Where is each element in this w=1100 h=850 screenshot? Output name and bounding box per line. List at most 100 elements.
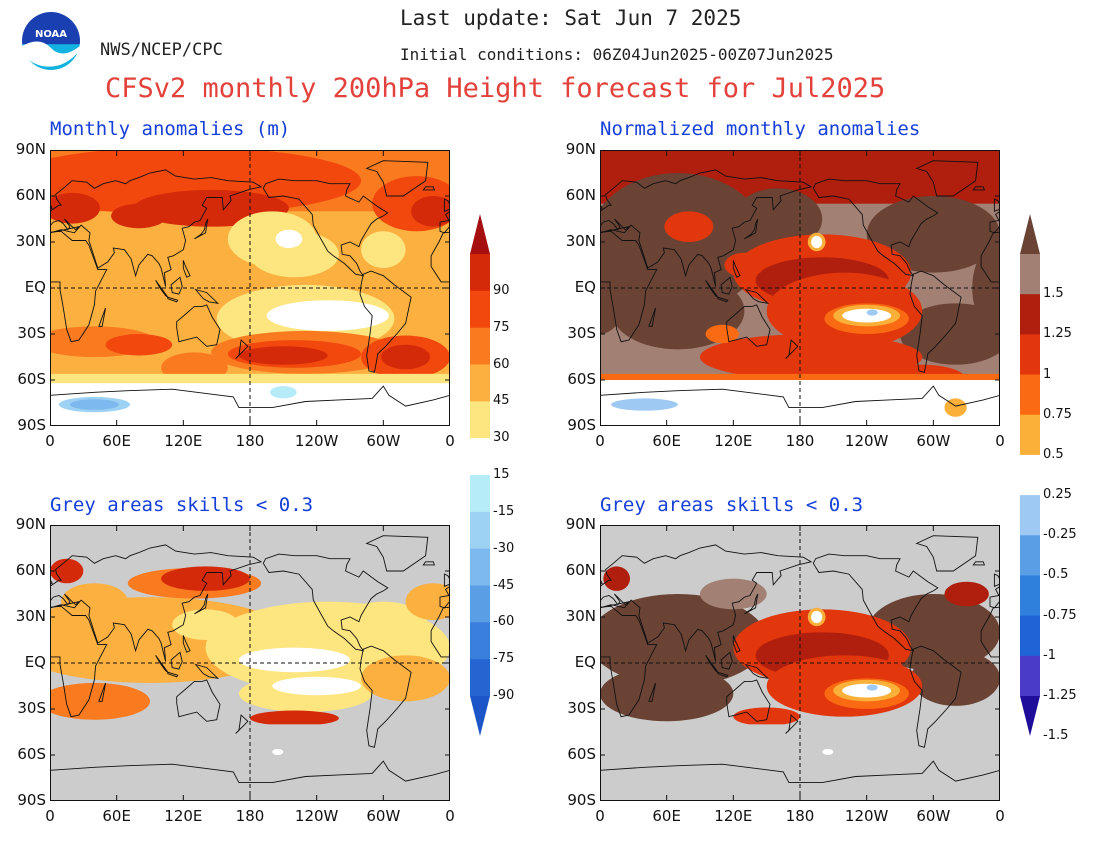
colorbar-segment [1020,655,1040,697]
lat-tick-label: EQ [24,278,46,296]
page-title: CFSv2 monthly 200hPa Height forecast for… [105,73,886,104]
coastlines [600,535,1000,801]
colorbar-label: -0.25 [1043,527,1077,543]
colorbar-segment [1020,374,1040,416]
colorbar-label: -0.75 [1043,607,1077,623]
colorbar-label: -45 [493,577,515,593]
panel-title-tl: Monthly anomalies (m) [50,118,291,140]
colorbar-left [470,214,490,736]
anomaly-region [866,196,1000,273]
colorbar-label: -1.5 [1043,728,1069,744]
lon-tick-label: 180 [785,807,815,825]
lon-tick-label: 120E [714,807,753,825]
colorbar-label: 75 [493,319,510,335]
colorbar-label: 0.5 [1043,446,1064,462]
lat-tick-label: 30S [17,699,46,717]
anomaly-region [600,242,628,334]
colorbar-right [1020,214,1040,736]
anomaly-region [238,647,350,673]
lon-tick-label: 60E [652,432,681,450]
colorbar-label: 1.5 [1043,286,1064,302]
lon-tick-label: 120E [164,807,203,825]
colorbar-label: -90 [493,688,515,703]
lon-tick-label: 120E [164,432,203,450]
lat-tick-label: EQ [24,653,46,671]
lat-tick-label: 30N [15,232,46,250]
anomaly-region [50,150,362,215]
colorbar-label: 1 [1043,366,1052,382]
anomaly-region [381,344,430,370]
panel-title-bl: Grey areas skills < 0.3 [50,494,314,516]
coastlines [50,160,450,426]
anomaly-region [705,324,739,344]
anomaly-region [842,683,892,698]
lon-tick-label: 0 [445,432,455,450]
colorbar-segment [1020,254,1040,295]
colorbar-segment [470,622,490,660]
lon-tick-label: 60W [916,432,951,450]
colorbar-segment [1020,414,1040,456]
anomaly-region [50,192,100,224]
anomaly-region [600,666,734,722]
anomaly-band [50,373,450,384]
anomaly-region [411,196,450,227]
noaa-logo-text: NOAA [35,29,67,40]
colorbar-label: -1 [1043,647,1056,663]
anomaly-region [250,710,339,726]
anomaly-region [161,566,250,591]
lat-tick-label: 90N [15,140,46,158]
anomaly-region [361,655,450,702]
colorbar-label: -0.5 [1043,567,1069,583]
map-panel-tr [600,150,1000,426]
map-panel-bl [50,525,450,801]
lat-tick-label: 60S [17,745,46,763]
colorbar-segment [470,475,490,513]
colorbar-label: 30 [493,430,510,446]
colorbar-label: -30 [493,540,515,556]
anomaly-region [603,566,630,591]
anomaly-region [724,252,765,278]
coastlines [50,535,450,801]
anomaly-region [272,748,284,755]
lon-tick-label: 60W [366,432,401,450]
colorbar-label: 90 [493,282,510,298]
panel-title-br: Grey areas skills < 0.3 [600,494,864,516]
lon-tick-label: 0 [595,432,605,450]
anomaly-region [733,707,800,726]
anomaly-region [822,748,834,755]
skill-region [600,566,1000,726]
lat-tick-label: 30N [565,232,596,250]
colorbar-segment [1020,454,1040,496]
colorbar-label: 0.25 [1043,487,1072,503]
colorbar-label: 1.25 [1043,326,1072,342]
lon-tick-label: 0 [445,807,455,825]
colorbar-segment [1020,334,1040,376]
colorbar-segment [470,511,490,550]
lat-tick-label: 30N [565,607,596,625]
lat-tick-label: 90S [567,416,596,434]
panel-title-tr: Normalized monthly anomalies [600,118,921,140]
colorbar-segment [470,585,490,623]
colorbar-bottom-arrow [1020,696,1040,736]
anomaly-region [127,229,217,322]
initial-conditions: Initial conditions: 06Z04Jun2025-00Z07Ju… [400,45,834,64]
lon-tick-label: 120W [294,807,339,825]
lat-tick-label: 60S [567,370,596,388]
lat-tick-label: 30S [17,324,46,342]
lat-tick-label: 30S [567,324,596,342]
lat-tick-label: EQ [574,278,596,296]
colorbar-label: 0.75 [1043,406,1072,422]
lat-tick-label: 30N [15,607,46,625]
lat-tick-label: 60N [15,186,46,204]
anomaly-region [944,581,989,607]
colorbar-label: -60 [493,614,515,630]
anomaly-region [611,398,678,411]
anomaly-region [600,173,767,311]
colorbar-segment [470,254,490,292]
anomaly-region [70,399,119,410]
lat-tick-label: 60N [565,186,596,204]
lon-tick-label: 0 [995,807,1005,825]
anomaly-region [811,610,823,624]
colorbar-segment [1020,495,1040,536]
anomaly-region [700,578,767,610]
